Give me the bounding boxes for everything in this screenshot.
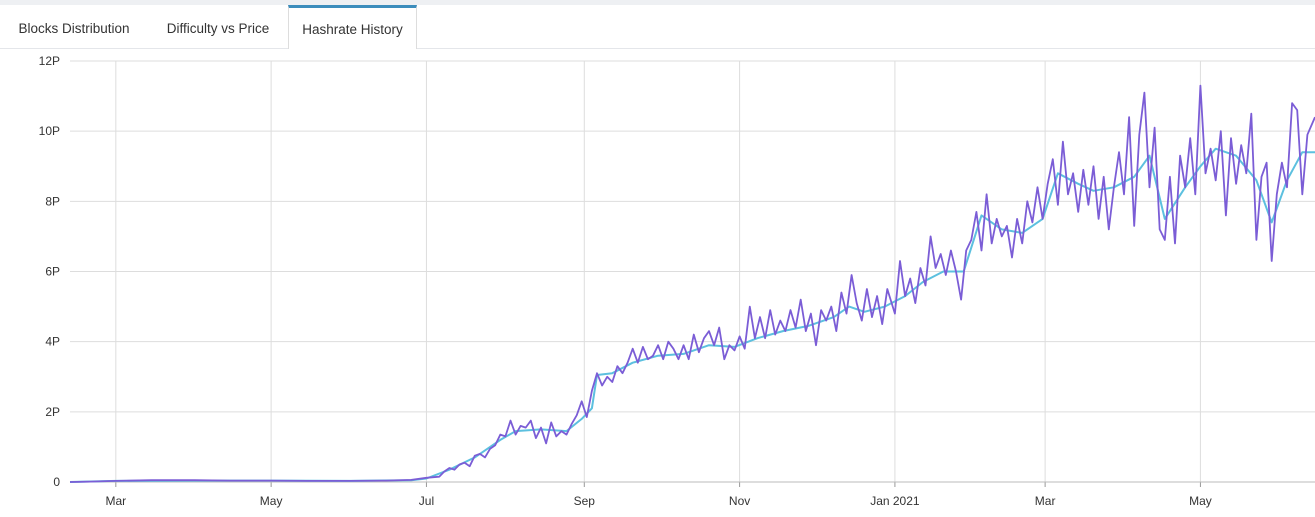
y-tick-label: 2P	[45, 405, 60, 419]
chart-tabs: Blocks Distribution Difficulty vs Price …	[0, 5, 1315, 49]
x-tick-label: Nov	[729, 494, 750, 508]
tab-blocks-distribution[interactable]: Blocks Distribution	[18, 21, 130, 36]
average-series-line	[69, 147, 1315, 483]
x-axis-ticks: Mar May Jul Sep Nov Jan 2021 Mar May	[105, 494, 1211, 508]
y-tick-label: 4P	[45, 335, 60, 349]
y-tick-label: 8P	[45, 194, 60, 208]
x-tick-label: May	[1189, 494, 1212, 508]
y-axis-ticks: 0 2P 4P 6P 8P 10P 12P	[39, 54, 61, 489]
x-tick-label: Sep	[574, 494, 596, 508]
tab-difficulty-vs-price[interactable]: Difficulty vs Price	[166, 21, 270, 36]
y-tick-label: 12P	[39, 54, 60, 68]
y-tick-label: 10P	[39, 124, 60, 138]
x-tick-label: May	[260, 494, 283, 508]
hashrate-series-line	[69, 84, 1315, 483]
y-tick-label: 0	[53, 475, 60, 489]
y-tick-label: 6P	[45, 265, 60, 279]
tab-hashrate-history[interactable]: Hashrate History	[288, 5, 417, 49]
grid-lines	[70, 60, 1315, 487]
top-strip	[0, 0, 1315, 5]
x-tick-label: Jul	[419, 494, 434, 508]
x-tick-label: Mar	[105, 494, 126, 508]
series-lines	[69, 84, 1315, 483]
x-tick-label: Mar	[1035, 494, 1056, 508]
x-tick-label: Jan 2021	[870, 494, 920, 508]
